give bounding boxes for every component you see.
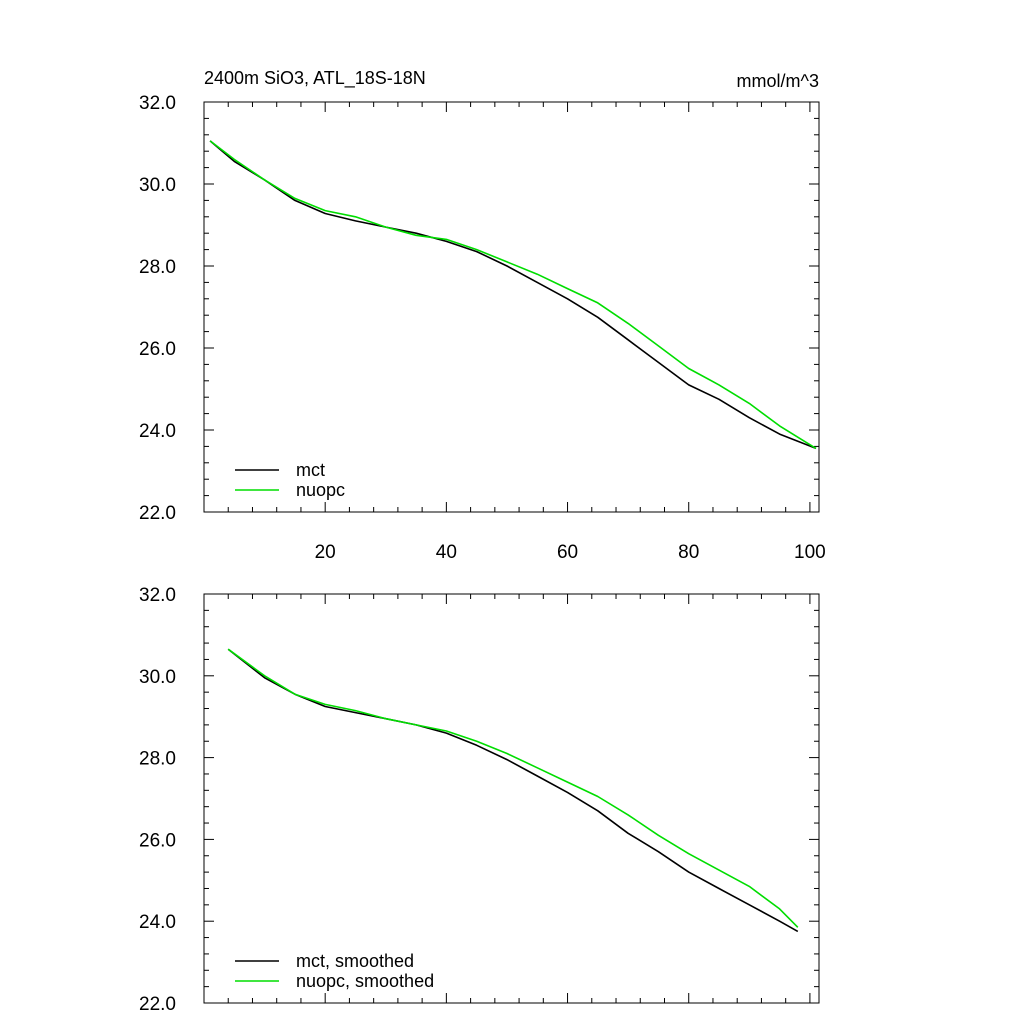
p0-x-tick-label: 20 — [315, 542, 336, 563]
panel-bottom: 22.0 24.0 26.0 28.0 30.0 32.0 mct, smoothednuo… — [139, 585, 820, 1015]
p0-x-tick-label: 40 — [436, 542, 457, 563]
p0-legend-label-1: nuopc — [296, 480, 345, 500]
p1-legend-label-0: mct, smoothed — [296, 951, 414, 971]
p1-y-tick-label: 22.0 — [139, 994, 176, 1015]
p0-y-tick-label: 28.0 — [139, 257, 176, 278]
p0-series-line-1 — [209, 140, 817, 450]
p0-x-tick-label: 60 — [557, 542, 578, 563]
panel-top: 22.0 24.0 26.0 28.0 30.0 32.0 20 40 60 80 100 mctnu… — [139, 93, 826, 563]
p0-y-tick-label: 30.0 — [139, 175, 176, 196]
p0-y-tick-label: 32.0 — [139, 93, 176, 114]
p0-x-tick-label: 80 — [678, 542, 699, 563]
p1-y-tick-label: 24.0 — [139, 912, 176, 933]
p0-plot-frame — [203, 101, 820, 513]
p1-y-tick-label: 30.0 — [139, 667, 176, 688]
p0-y-tick-label: 22.0 — [139, 503, 176, 524]
p1-series-line-0 — [227, 648, 799, 933]
figure-units: mmol/m^3 — [737, 71, 819, 91]
p1-y-tick-label: 26.0 — [139, 830, 176, 851]
p0-x-tick-label: 100 — [794, 542, 826, 563]
p0-y-tick-label: 26.0 — [139, 339, 176, 360]
p1-y-tick-label: 28.0 — [139, 749, 176, 770]
p0-y-tick-label: 24.0 — [139, 421, 176, 442]
p1-plot-frame — [203, 593, 820, 1004]
figure-title: 2400m SiO3, ATL_18S-18N — [204, 68, 426, 89]
p1-y-tick-label: 32.0 — [139, 585, 176, 606]
p1-series-line-1 — [227, 648, 799, 928]
p0-legend-label-0: mct — [296, 460, 325, 480]
p1-legend-label-1: nuopc, smoothed — [296, 971, 434, 991]
p0-series-line-0 — [209, 140, 817, 450]
